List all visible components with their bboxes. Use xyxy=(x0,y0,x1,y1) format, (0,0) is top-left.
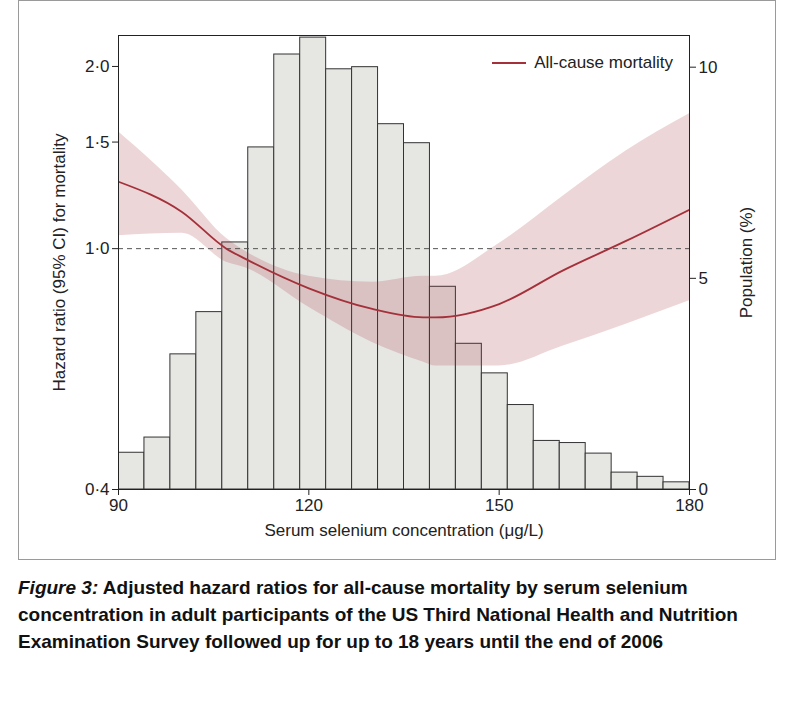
svg-text:2·0: 2·0 xyxy=(85,57,110,76)
svg-text:0·4: 0·4 xyxy=(85,480,110,499)
html-text:Figure 3: Adjusted hazard rati: Figure 3: Adjusted hazard ratios for all… xyxy=(18,577,738,652)
svg-text:0: 0 xyxy=(698,479,708,499)
svg-text:120: 120 xyxy=(295,496,323,515)
svg-text:90: 90 xyxy=(109,496,128,515)
html-text:All-cause mortality: All-cause mortality xyxy=(534,53,673,72)
svg-text:1·0: 1·0 xyxy=(85,239,110,258)
svg-text:10: 10 xyxy=(699,58,718,77)
svg-text:Population (%): Population (%) xyxy=(737,207,756,319)
svg-text:Serum selenium concentration (: Serum selenium concentration (μg/L) xyxy=(264,521,543,540)
svg-text:180: 180 xyxy=(675,496,703,515)
svg-text:150: 150 xyxy=(485,496,513,515)
svg-text:1·5: 1·5 xyxy=(85,133,110,152)
svg-text:Hazard ratio (95% CI) for mort: Hazard ratio (95% CI) for mortality xyxy=(50,133,69,391)
svg-text:5: 5 xyxy=(699,269,708,288)
